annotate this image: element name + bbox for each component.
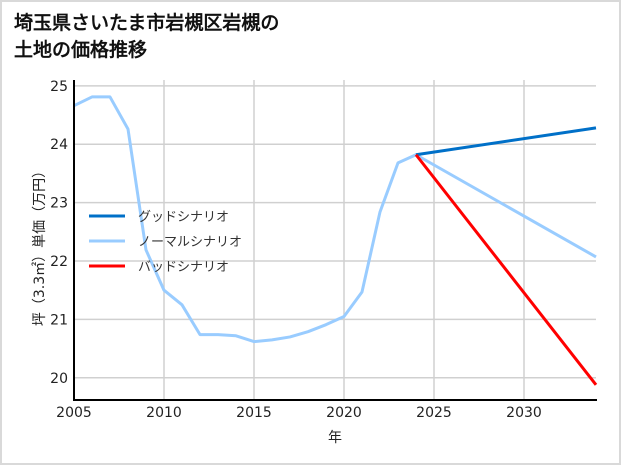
series-line-1	[73, 95, 597, 344]
series-line-0	[415, 126, 597, 157]
y-tick-label: 20	[50, 371, 68, 387]
legend-label: グッドシナリオ	[138, 210, 229, 225]
y-tick-label: 24	[50, 137, 68, 153]
series-line-2	[414, 153, 598, 386]
y-tick-label: 25	[50, 79, 68, 95]
y-tick-label: 22	[50, 254, 68, 270]
chart-title-line2: 土地の価格推移	[14, 39, 148, 61]
chart-title-line1: 埼玉県さいたま市岩槻区岩槻の	[14, 12, 280, 34]
y-axis-label: 坪（3.3㎡）単価（万円）	[32, 164, 48, 326]
x-tick-label: 2030	[506, 405, 542, 421]
legend-label: バッドシナリオ	[138, 260, 229, 275]
x-tick-label: 2005	[56, 405, 92, 421]
x-tick-label: 2020	[326, 405, 362, 421]
chart-title: 埼玉県さいたま市岩槻区岩槻の 土地の価格推移	[14, 10, 279, 64]
x-axis-label: 年	[328, 430, 342, 446]
legend-label: ノーマルシナリオ	[138, 235, 242, 250]
x-tick-label: 2025	[416, 405, 452, 421]
x-tick-label: 2010	[146, 405, 182, 421]
y-tick-label: 23	[50, 196, 68, 212]
y-tick-label: 21	[50, 312, 68, 328]
x-tick-label: 2015	[236, 405, 272, 421]
